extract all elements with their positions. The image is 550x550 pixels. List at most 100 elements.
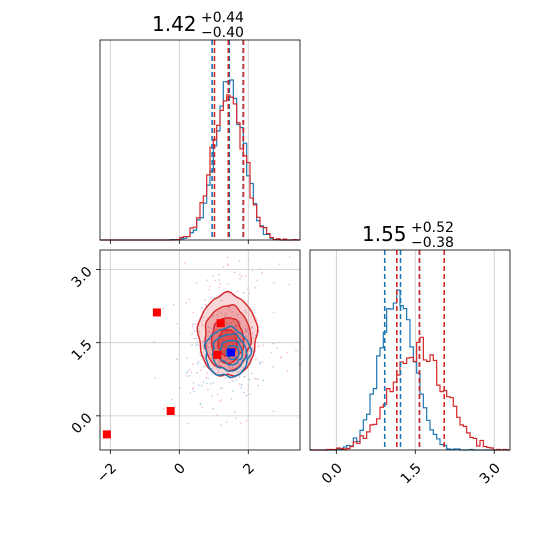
contour-scatter-point	[192, 381, 195, 384]
panel-contour-frame	[99, 249, 301, 451]
contour-scatter-point	[217, 371, 219, 373]
contour-scatter-point	[201, 384, 203, 387]
contour-scatter-point	[191, 363, 194, 366]
contour-scatter-point	[225, 312, 227, 315]
contour-scatter-point	[201, 323, 204, 326]
contour-scatter-point	[246, 328, 249, 330]
contour-scatter-point	[196, 362, 199, 365]
contour-scatter-point	[176, 322, 178, 325]
contour-scatter-point	[243, 375, 245, 378]
contour-scatter-point	[218, 279, 221, 281]
contour-scatter-point	[201, 307, 203, 309]
contour-scatter-point	[249, 393, 251, 396]
contour-scatter-point	[196, 344, 199, 346]
contour-scatter-point	[236, 290, 239, 293]
contour-scatter-point	[247, 338, 250, 341]
contour-scatter-point	[216, 328, 218, 331]
contour-scatter-point	[212, 407, 214, 410]
contour-scatter-point	[240, 386, 242, 389]
contour-scatter-point	[244, 375, 246, 378]
contour-scatter-point	[254, 377, 256, 380]
contour-scatter-point	[225, 322, 228, 325]
contour-scatter-point	[202, 316, 205, 319]
contour-scatter-point	[272, 410, 275, 413]
contour-scatter-point	[205, 344, 208, 347]
contour-scatter-point	[276, 347, 278, 349]
panel-hist-top-title: 1.42	[152, 12, 197, 36]
contour-scatter-point	[288, 256, 291, 258]
contour-scatter-point	[202, 347, 205, 350]
contour-scatter-point	[251, 349, 254, 351]
contour-scatter-point	[197, 384, 200, 386]
panel-hist-bottom-quantiles	[383, 250, 446, 450]
contour-scatter-point	[199, 354, 202, 357]
contour-scatter-point	[191, 325, 194, 328]
contour-scatter-point	[188, 298, 190, 301]
contour-scatter-point	[192, 311, 195, 314]
contour-scatter-point	[288, 283, 291, 286]
contour-scatter-point	[202, 381, 205, 383]
contour-scatter-point	[227, 367, 230, 369]
contour-scatter-point	[205, 382, 208, 385]
contour-scatter-point	[215, 358, 217, 361]
contour-marker	[213, 350, 222, 359]
contour-scatter-point	[239, 323, 242, 325]
contour-scatter-point	[212, 381, 214, 384]
contour-scatter-point	[185, 371, 188, 374]
contour-scatter-point	[210, 327, 213, 330]
contour-scatter-point	[257, 384, 259, 387]
contour-scatter-point	[259, 361, 261, 364]
contour-scatter-point	[232, 390, 234, 392]
contour-scatter-point	[217, 360, 220, 362]
contour-scatter-point	[217, 335, 219, 337]
contour-scatter-point	[236, 352, 239, 354]
contour-marker	[227, 348, 236, 357]
contour-scatter-point	[232, 380, 234, 383]
contour-scatter-point	[232, 366, 234, 368]
contour-scatter-point	[176, 358, 178, 360]
contour-scatter-point	[255, 318, 258, 320]
contour-scatter-point	[230, 322, 233, 324]
contour-blue-line	[225, 345, 240, 361]
contour-scatter-point	[262, 344, 265, 346]
contour-scatter-point	[153, 340, 155, 343]
contour-scatter-point	[216, 347, 218, 350]
panel-hist-top-ticks	[109, 240, 249, 244]
panel-hist-bottom-series	[310, 289, 510, 451]
contour-scatter-point	[154, 377, 157, 379]
contour-scatter-point	[210, 297, 212, 300]
contour-scatter-point	[220, 424, 222, 426]
contour-scatter-point	[197, 360, 200, 363]
contour-scatter-point	[259, 267, 262, 270]
contour-scatter-point	[272, 366, 274, 368]
contour-scatter-point	[191, 344, 193, 346]
contour-scatter-point	[246, 330, 248, 333]
contour-scatter-point	[214, 329, 216, 332]
contour-scatter-point	[219, 400, 221, 403]
contour-scatter-point	[216, 332, 219, 335]
contour-scatter-point	[172, 303, 175, 306]
contour-scatter-point	[235, 417, 238, 420]
contour-scatter-point	[244, 309, 246, 312]
contour-scatter-point	[258, 344, 261, 347]
contour-scatter-point	[185, 302, 187, 304]
contour-scatter-point	[286, 351, 289, 354]
contour-scatter-point	[273, 281, 276, 284]
contour-scatter-point	[188, 368, 191, 371]
contour-scatter-point	[203, 341, 205, 343]
contour-scatter-point	[212, 315, 215, 317]
panel-hist-top-title-plus: +0.44	[201, 10, 244, 26]
contour-marker	[152, 308, 161, 317]
contour-scatter-point	[262, 379, 264, 382]
contour-scatter-point	[201, 406, 203, 409]
contour-scatter-point	[224, 315, 227, 317]
contour-x-tick-label: 0	[171, 460, 189, 478]
contour-scatter-point	[226, 256, 229, 259]
contour-scatter-point	[184, 261, 186, 264]
contour-scatter-point	[231, 378, 233, 381]
contour-scatter-point	[234, 325, 237, 328]
contour-scatter-point	[270, 351, 273, 354]
contour-scatter-point	[233, 411, 236, 413]
panel-contour-lines	[196, 290, 259, 378]
contour-scatter-point	[239, 277, 241, 280]
